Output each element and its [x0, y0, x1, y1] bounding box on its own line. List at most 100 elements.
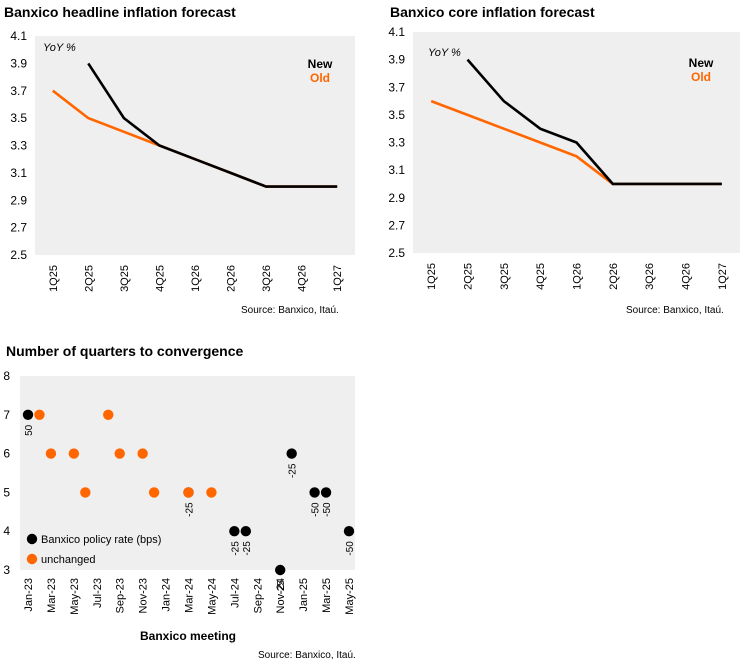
convergence-xtick-label: Jan-24 — [161, 578, 173, 612]
core-unit-label: YoY % — [428, 47, 461, 59]
convergence-xtick-label: May-23 — [69, 578, 81, 615]
core-series-new-line — [466, 58, 722, 186]
core-xtick-label: 4Q26 — [681, 263, 693, 290]
policy-rate-point-label: -50 — [311, 502, 322, 517]
core-xtick-label: 4Q25 — [535, 263, 547, 290]
unchanged-point — [137, 448, 148, 459]
policy-rate-point — [343, 526, 355, 537]
convergence-xtick-label: Jul-24 — [229, 578, 241, 608]
headline-xtick-label: 2Q25 — [83, 265, 95, 292]
core-chart-title: Banxico core inflation forecast — [390, 4, 595, 20]
policy-rate-point-label: -25 — [242, 541, 253, 556]
unchanged-point — [45, 448, 57, 459]
convergence-xtick-label: Jan-25 — [298, 578, 310, 612]
core-ytick-label: 3.3 — [388, 136, 405, 150]
core-ytick-label: 2.5 — [388, 246, 405, 260]
core-legend-old: Old — [691, 70, 711, 84]
headline-xtick-label: 1Q27 — [332, 265, 344, 292]
legend-unchanged-label: unchanged — [41, 554, 95, 566]
headline-ytick-label: 4.1 — [10, 29, 27, 43]
policy-rate-point-label: -50 — [345, 541, 356, 556]
headline-series-new-line — [87, 62, 338, 188]
policy-rate-point-label: -25 — [276, 580, 287, 595]
policy-rate-point — [22, 409, 34, 420]
policy-rate-point-label: 50 — [24, 424, 35, 436]
core-xtick-label: 2Q25 — [463, 263, 475, 290]
headline-ytick-label: 3.3 — [10, 139, 27, 153]
core-ytick-label: 3.5 — [388, 108, 405, 122]
policy-rate-point-label: -50 — [322, 502, 333, 517]
legend-policy-rate-label: Banxico policy rate (bps) — [41, 534, 161, 546]
headline-ytick-label: 3.5 — [10, 111, 27, 125]
convergence-ytick-label: 6 — [3, 447, 10, 461]
policy-rate-point — [309, 487, 320, 498]
convergence-xtick-label: Mar-25 — [321, 578, 333, 613]
core-legend-new: New — [689, 56, 714, 70]
headline-ytick-label: 2.7 — [10, 221, 27, 235]
convergence-chart-source: Source: Banxico, Itaú. — [258, 650, 356, 661]
core-ytick-label: 2.7 — [388, 218, 405, 232]
policy-rate-point — [320, 487, 332, 498]
core-ytick-label: 3.1 — [388, 163, 405, 177]
convergence-xtick-label: May-25 — [344, 578, 356, 615]
headline-ytick-label: 2.5 — [10, 248, 27, 262]
core-xtick-label: 3Q26 — [644, 263, 656, 290]
convergence-ytick-label: 3 — [3, 563, 10, 577]
convergence-ytick-label: 5 — [3, 485, 10, 499]
headline-xtick-label: 1Q25 — [48, 265, 60, 292]
headline-ytick-label: 3.9 — [10, 56, 27, 70]
headline-xtick-label: 3Q26 — [261, 265, 273, 292]
core-ytick-label: 3.7 — [388, 80, 405, 94]
convergence-xtick-label: Jan-23 — [23, 578, 35, 612]
legend-unchanged-marker — [26, 553, 38, 565]
policy-rate-point — [229, 526, 240, 537]
policy-rate-point-label: -25 — [185, 502, 196, 517]
headline-xtick-label: 2Q26 — [226, 265, 238, 292]
headline-plot-area — [35, 36, 355, 255]
convergence-xtick-label: May-24 — [206, 578, 218, 615]
policy-rate-point — [240, 526, 252, 537]
unchanged-point — [34, 409, 45, 420]
convergence-xtick-label: Sep-23 — [115, 578, 127, 613]
headline-xtick-label: 4Q26 — [297, 265, 309, 292]
headline-legend-new: New — [308, 57, 333, 71]
unchanged-point — [68, 448, 80, 459]
convergence-xtick-label: Mar-24 — [184, 578, 196, 613]
policy-rate-point-label: -25 — [230, 541, 241, 556]
core-xtick-label: 1Q27 — [717, 263, 729, 290]
convergence-xtick-label: Nov-23 — [138, 578, 150, 613]
unchanged-point — [183, 487, 194, 498]
convergence-ytick-label: 7 — [3, 408, 10, 422]
unchanged-point — [114, 448, 125, 459]
unchanged-point — [148, 487, 160, 498]
policy-rate-point-label: -25 — [288, 463, 299, 478]
headline-xtick-label: 4Q25 — [154, 265, 166, 292]
convergence-xaxis-title: Banxico meeting — [140, 629, 236, 643]
convergence-xtick-label: Mar-23 — [46, 578, 58, 613]
headline-xtick-label: 3Q25 — [119, 265, 131, 292]
convergence-xtick-label: Nov-24 — [275, 578, 287, 613]
convergence-xtick-label: Sep-24 — [252, 578, 264, 613]
headline-chart-source: Source: Banxico, Itaú. — [241, 305, 339, 316]
legend-policy-rate-marker — [26, 533, 38, 545]
core-chart-source: Source: Banxico, Itaú. — [626, 305, 724, 316]
headline-unit-label: YoY % — [43, 42, 76, 54]
convergence-chart-title: Number of quarters to convergence — [6, 343, 244, 359]
core-xtick-label: 1Q25 — [426, 263, 438, 290]
headline-ytick-label: 3.1 — [10, 166, 27, 180]
convergence-ytick-label: 4 — [3, 524, 10, 538]
core-xtick-label: 2Q26 — [608, 263, 620, 290]
unchanged-point — [103, 409, 114, 420]
unchanged-point — [80, 487, 91, 498]
core-xtick-label: 3Q25 — [499, 263, 511, 290]
convergence-ytick-label: 8 — [3, 369, 10, 383]
core-ytick-label: 3.9 — [388, 53, 405, 67]
policy-rate-point — [275, 564, 286, 576]
convergence-xtick-label: Jul-23 — [92, 578, 104, 608]
headline-chart-title: Banxico headline inflation forecast — [4, 4, 236, 20]
core-xtick-label: 1Q26 — [572, 263, 584, 290]
headline-legend-old: Old — [310, 71, 330, 85]
core-ytick-label: 4.1 — [388, 25, 405, 39]
headline-xtick-label: 1Q26 — [190, 265, 202, 292]
